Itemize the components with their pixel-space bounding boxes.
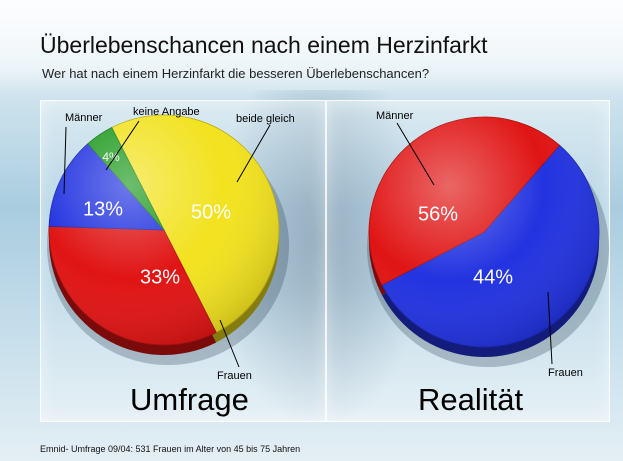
reality-category-label-maenner: Männer xyxy=(376,110,414,122)
survey-chart-title: Umfrage xyxy=(130,382,249,417)
survey-category-label-keine-angabe: keine Angabe xyxy=(133,106,200,118)
survey-leader-line-maenner xyxy=(63,126,67,195)
survey-percent-label-beide-gleich: 50% xyxy=(191,201,231,223)
source-footnote: Emnid- Umfrage 09/04: 531 Frauen im Alte… xyxy=(40,444,301,454)
survey-pie: 50% 33% 13% 4% beide gleich Frauen Männer keine… xyxy=(47,106,295,382)
survey-percent-label-keine-angabe: 4% xyxy=(102,150,120,164)
survey-percent-label-frauen: 33% xyxy=(140,266,180,288)
chart-title: Überlebenschancen nach einem Herzinfarkt xyxy=(40,32,488,58)
survey-category-label-beide-gleich: beide gleich xyxy=(236,113,295,125)
survey-leader-line-frauen xyxy=(219,319,240,368)
reality-percent-label-maenner: 56% xyxy=(418,203,458,225)
reality-chart-title: Realität xyxy=(418,382,524,417)
survey-pie-highlight xyxy=(49,115,279,345)
survey-percent-label-maenner: 13% xyxy=(83,198,123,220)
reality-category-label-frauen: Frauen xyxy=(548,367,583,379)
survey-category-label-maenner: Männer xyxy=(65,112,103,124)
reality-percent-label-frauen: 44% xyxy=(473,266,513,288)
chart-subtitle: Wer hat nach einem Herzinfarkt die besse… xyxy=(42,66,430,81)
survey-leader-line-beide-gleich xyxy=(236,124,271,183)
survey-leader-line-keine-angabe xyxy=(105,120,140,171)
survey-category-label-frauen: Frauen xyxy=(217,370,252,382)
reality-leader-line-maenner xyxy=(396,122,435,186)
reality-pie: 56% 44% Männer Frauen xyxy=(367,110,609,379)
reality-leader-line-frauen xyxy=(547,291,553,365)
reality-pie-highlight xyxy=(369,117,599,347)
header-band xyxy=(0,0,623,95)
